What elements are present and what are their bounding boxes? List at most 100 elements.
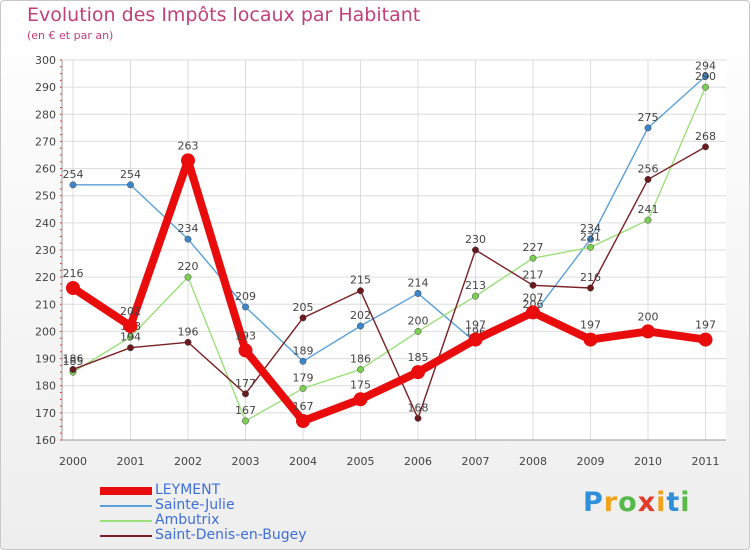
data-label: 200: [638, 310, 659, 323]
data-label: 186: [350, 352, 371, 365]
data-label: 197: [695, 319, 716, 332]
data-label: 217: [523, 268, 544, 281]
data-point: [184, 273, 192, 281]
data-label: 214: [408, 276, 429, 289]
data-point: [468, 332, 483, 347]
x-tick-label: 2010: [634, 455, 662, 468]
data-label: 216: [63, 267, 84, 280]
data-point: [414, 327, 422, 335]
data-point: [414, 414, 422, 422]
x-tick-label: 2008: [519, 455, 547, 468]
y-tick-label: 290: [35, 81, 56, 94]
data-point: [353, 392, 368, 407]
data-label: 268: [695, 130, 716, 143]
data-label: 185: [63, 355, 84, 368]
y-tick-label: 300: [35, 54, 56, 67]
legend-label: Sainte-Julie: [155, 497, 235, 513]
logo-letter: P: [583, 487, 604, 518]
data-label: 230: [465, 233, 486, 246]
data-point: [296, 414, 310, 428]
series-line-saint-denis-en-bugey: [72, 146, 707, 419]
data-point: [238, 343, 253, 358]
data-point: [644, 175, 652, 183]
x-tick-label: 2001: [117, 455, 145, 468]
logo-letter: o: [618, 487, 638, 518]
data-point: [69, 365, 77, 373]
data-point: [526, 305, 540, 320]
data-point: [702, 72, 709, 80]
x-tick-label: 2006: [404, 455, 432, 468]
y-tick-label: 270: [35, 135, 56, 148]
y-tick-label: 180: [35, 380, 56, 393]
logo-letter: x: [637, 487, 657, 518]
data-point: [66, 281, 80, 295]
data-point: [127, 181, 134, 189]
data-point: [702, 143, 709, 151]
data-point: [472, 292, 479, 300]
data-point: [357, 322, 364, 330]
data-point: [242, 417, 249, 425]
data-point: [242, 390, 249, 398]
data-label: 215: [350, 274, 371, 287]
y-tick-label: 280: [35, 108, 56, 121]
data-point: [472, 246, 479, 254]
data-point: [587, 284, 594, 292]
x-tick-label: 2003: [232, 455, 260, 468]
series-line-ambutrix: [72, 86, 707, 422]
data-label: 194: [120, 331, 141, 344]
data-point: [299, 314, 307, 322]
y-tick-label: 220: [35, 271, 56, 284]
data-label: 197: [465, 319, 486, 332]
data-label: 234: [178, 222, 199, 235]
data-point: [587, 235, 594, 243]
logo-letter: t: [666, 487, 681, 518]
data-label: 175: [350, 378, 371, 391]
proxiti-logo: Proxiti: [583, 487, 691, 518]
data-point: [698, 332, 713, 347]
data-point: [641, 324, 655, 339]
data-point: [587, 243, 594, 251]
y-tick-label: 230: [35, 244, 56, 257]
data-label: 263: [178, 139, 199, 152]
x-tick-label: 2007: [462, 455, 490, 468]
series-line-sainte-julie: [72, 75, 707, 362]
data-point: [299, 384, 307, 392]
legend-label: LEYMENT: [155, 482, 221, 498]
data-point: [184, 338, 192, 346]
data-label: 186: [63, 352, 84, 365]
x-tick-label: 2002: [174, 455, 202, 468]
data-point: [357, 365, 364, 373]
data-point: [184, 235, 192, 243]
legend-label: Saint-Denis-en-Bugey: [155, 527, 307, 543]
data-label: 202: [350, 309, 371, 322]
y-tick-label: 190: [35, 353, 56, 366]
chart-title: Evolution des Impôts locaux par Habitant: [27, 4, 421, 26]
data-label: 177: [235, 377, 256, 390]
data-label: 167: [235, 404, 256, 417]
data-label: 256: [638, 162, 659, 175]
data-label: 189: [293, 344, 314, 357]
legend-label: Ambutrix: [155, 512, 220, 528]
data-label: 220: [178, 260, 199, 273]
x-tick-label: 2011: [692, 455, 720, 468]
data-label: 200: [408, 314, 429, 327]
data-label: 231: [580, 230, 601, 243]
y-tick-label: 200: [35, 325, 56, 338]
data-point: [299, 357, 307, 365]
data-point: [123, 319, 138, 333]
data-label: 207: [523, 291, 544, 304]
y-tick-label: 170: [35, 407, 56, 420]
legend-swatch: [100, 505, 152, 507]
y-tick-label: 240: [35, 217, 56, 230]
data-label: 193: [235, 329, 256, 342]
data-point: [529, 254, 537, 262]
data-label: 241: [638, 203, 659, 216]
data-label: 197: [580, 319, 601, 332]
data-label: 216: [580, 271, 601, 284]
legend-swatch: [100, 535, 152, 537]
data-label: 179: [293, 371, 314, 384]
data-label: 254: [63, 168, 84, 181]
x-tick-label: 2004: [289, 455, 317, 468]
data-label: 167: [293, 400, 314, 413]
